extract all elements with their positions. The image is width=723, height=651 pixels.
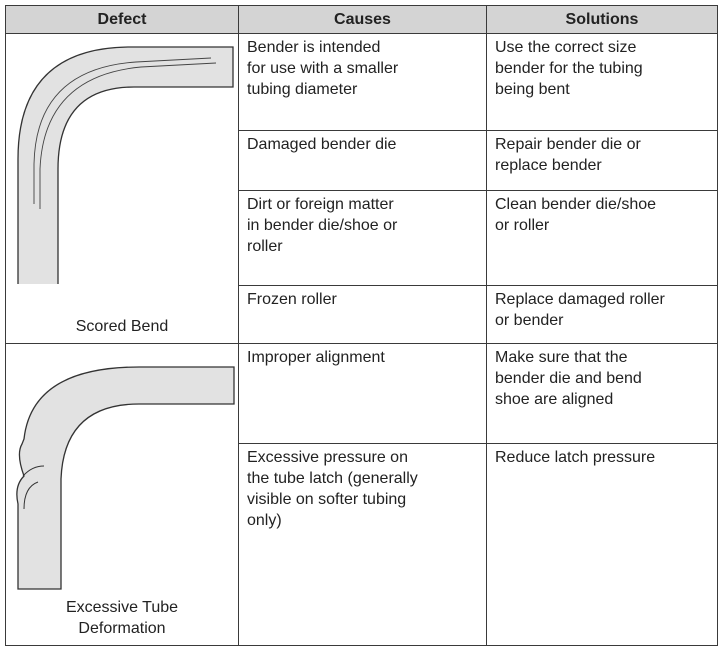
text-line: Frozen roller [247,291,337,308]
cause-cell: Frozen roller [238,285,487,344]
header-row: Defect Causes Solutions [5,5,718,34]
text-line: Improper alignment [247,349,385,366]
defect-label: Excessive Tube Deformation [6,597,238,639]
text-line: Scored Bend [75,318,169,335]
text-line: tubing diameter [247,81,358,98]
table-row: Excessive Tube Deformation Improper alignm… [5,343,718,646]
table-body: Scored Bend Bender is intended for use wit… [5,33,718,646]
solution-cell: Replace damaged roller or bender [486,285,718,344]
text-line: Clean bender die/shoe [495,196,657,213]
header-cell: Solutions [486,5,718,34]
solution-cell: Repair bender die or replace bender [486,130,718,191]
defect-cell: Scored Bend [5,33,239,344]
text-line: bender for the tubing [495,60,643,77]
text-line: bender die and bend [495,370,642,387]
text-line: Bender is intended [247,39,381,56]
cause-cell: Bender is intended for use with a smaller… [238,33,487,131]
text-line: being bent [495,81,570,98]
solution-cell: Reduce latch pressure [486,443,718,646]
text-line: only) [247,512,282,529]
text-line: Excessive Tube [65,599,179,616]
text-line: the tube latch (generally [247,470,418,487]
text-line: visible on softer tubing [247,491,407,508]
text-line: in bender die/shoe or [247,217,398,234]
header-cell: Causes [238,5,487,34]
table-row: Scored Bend Bender is intended for use wit… [5,33,718,344]
defect-table: Defect Causes Solutions Scored Bend Bende… [5,5,718,646]
table-row: Damaged bender die Repair bender die or re… [6,130,718,191]
cause-cell: Excessive pressure on the tube latch (gen… [238,443,487,646]
text-line: Dirt or foreign matter [247,196,394,213]
defect-cell: Excessive Tube Deformation [5,343,239,646]
text-line: Deformation [78,620,166,637]
text-line: Replace damaged roller [495,291,665,308]
text-line: replace bender [495,157,602,174]
header-cell: Defect [5,5,239,34]
table-row: Dirt or foreign matter in bender die/shoe… [6,190,718,286]
text-line: roller [247,238,283,255]
text-line: or roller [495,217,550,234]
text-line: Repair bender die or [495,136,641,153]
cause-cell: Dirt or foreign matter in bender die/shoe… [238,190,487,286]
text-line: Excessive pressure on [247,449,408,466]
solution-cell: Make sure that the bender die and bend sho… [486,343,718,444]
text-line: Use the correct size [495,39,637,56]
text-line: Make sure that the [495,349,628,366]
solution-cell: Clean bender die/shoe or roller [486,190,718,286]
text-line: Reduce latch pressure [495,449,656,466]
table-row: Frozen roller Replace damaged roller or be… [6,285,718,344]
deformation-illustration [16,366,235,590]
cause-cell: Improper alignment [238,343,487,444]
text-line: for use with a smaller [247,60,399,77]
cause-cell: Damaged bender die [238,130,487,191]
text-line: or bender [495,312,564,329]
defect-label: Scored Bend [6,316,238,337]
text-line: Damaged bender die [247,136,397,153]
scored-bend-illustration [17,46,234,284]
table-row: Excessive pressure on the tube latch (gen… [6,443,718,646]
text-line: shoe are aligned [495,391,614,408]
solution-cell: Use the correct size bender for the tubin… [486,33,718,131]
